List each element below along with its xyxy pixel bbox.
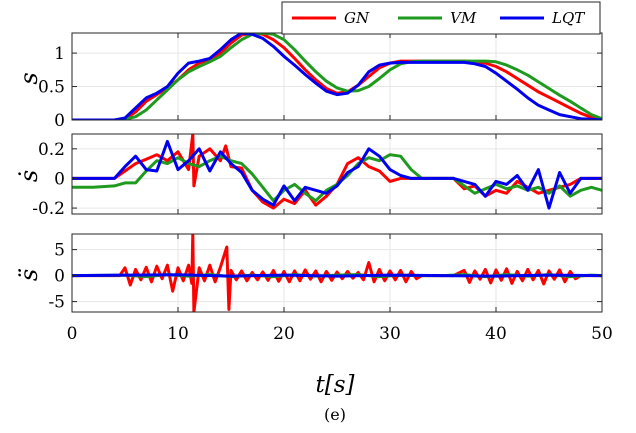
legend-label-vm: VM (450, 9, 477, 27)
series-line-lqt (72, 33, 602, 120)
y-axis-label: s (15, 72, 43, 84)
y-tick-label: 0 (54, 111, 65, 131)
x-tick-label: 40 (485, 324, 507, 344)
plot-area (72, 134, 602, 214)
series-line-vm (72, 153, 602, 203)
panel-1: 0 0.5 1s (15, 32, 603, 131)
y-tick-label: -0.2 (32, 199, 65, 219)
axes-box (71, 233, 603, 313)
legend-label-gn: GN (344, 9, 370, 27)
y-tick-label: 0.2 (38, 140, 65, 160)
panel-2: -0.2 0 0.2 ṡ (15, 133, 603, 219)
x-tick-label: 30 (379, 324, 401, 344)
y-tick-label: 0 (54, 267, 65, 287)
series-group (72, 234, 602, 312)
y-tick-label: 0 (54, 169, 65, 189)
x-axis-label: t[s] (316, 372, 355, 398)
x-tick-label: 0 (67, 324, 78, 344)
series-group (72, 134, 602, 210)
y-axis-label: s̈ (15, 269, 43, 282)
y-tick-label: 5 (54, 241, 65, 261)
axes-box (71, 133, 603, 215)
x-tick-label: 10 (167, 324, 189, 344)
y-axis-label: ṡ (15, 170, 43, 182)
x-tick-label: 20 (273, 324, 295, 344)
x-axis-label-text: t[s] (316, 372, 355, 398)
legend: GN VM LQT (281, 1, 601, 35)
legend-label-lqt: LQT (551, 9, 585, 27)
series-line-lqt (72, 273, 602, 278)
series-group (72, 33, 602, 120)
y-tick-label: 1 (54, 44, 65, 64)
series-line-lqt (72, 139, 602, 210)
x-tick-label: 50 (591, 324, 613, 344)
y-tick-label: -5 (48, 293, 65, 313)
series-line-gn (72, 134, 602, 210)
y-tick-label: 0.5 (38, 78, 65, 98)
figure-caption: (e) (324, 405, 346, 424)
